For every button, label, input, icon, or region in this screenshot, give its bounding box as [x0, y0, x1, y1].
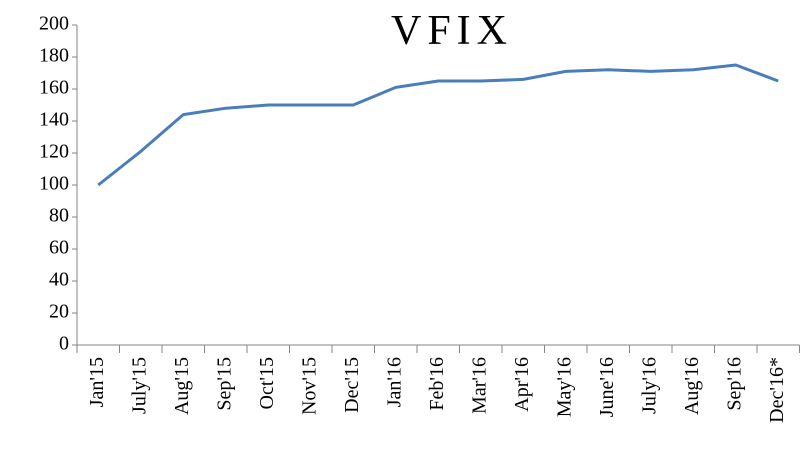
x-tick-label: Nov'15 [298, 357, 320, 415]
y-tick-label: 20 [49, 301, 69, 323]
y-tick-label: 60 [49, 237, 69, 259]
y-tick-label: 200 [39, 13, 69, 35]
x-tick-label: Mar'16 [468, 357, 490, 414]
y-tick-label: 160 [39, 77, 69, 99]
x-tick-label: June'16 [596, 357, 618, 417]
y-tick-label: 180 [39, 45, 69, 67]
x-tick-label: Apr'16 [511, 357, 533, 412]
x-tick-label: July'15 [128, 357, 150, 414]
y-tick-label: 120 [39, 141, 69, 163]
x-tick-label: Oct'15 [256, 357, 278, 409]
x-tick-label: May'16 [553, 357, 575, 417]
x-tick-label: Dec'15 [341, 357, 363, 413]
x-tick-label: Dec'16* [766, 357, 788, 423]
x-tick-label: July'16 [638, 357, 660, 414]
x-tick-label: Jan'15 [86, 357, 108, 407]
x-tick-label: Sep'15 [213, 357, 235, 411]
y-tick-label: 140 [39, 109, 69, 131]
y-tick-label: 40 [49, 269, 69, 291]
x-tick-label: Jan'16 [383, 357, 405, 407]
y-tick-label: 100 [39, 173, 69, 195]
x-tick-label: Feb'16 [426, 357, 448, 411]
line [97, 63, 779, 187]
y-tick-label: 80 [49, 205, 69, 227]
y-tick-label: 0 [59, 333, 69, 355]
x-tick-label: Aug'16 [681, 357, 703, 415]
chart-title: VFIX [391, 8, 513, 54]
x-tick-label: Aug'15 [171, 357, 193, 415]
x-tick-label: Sep'16 [723, 357, 745, 411]
